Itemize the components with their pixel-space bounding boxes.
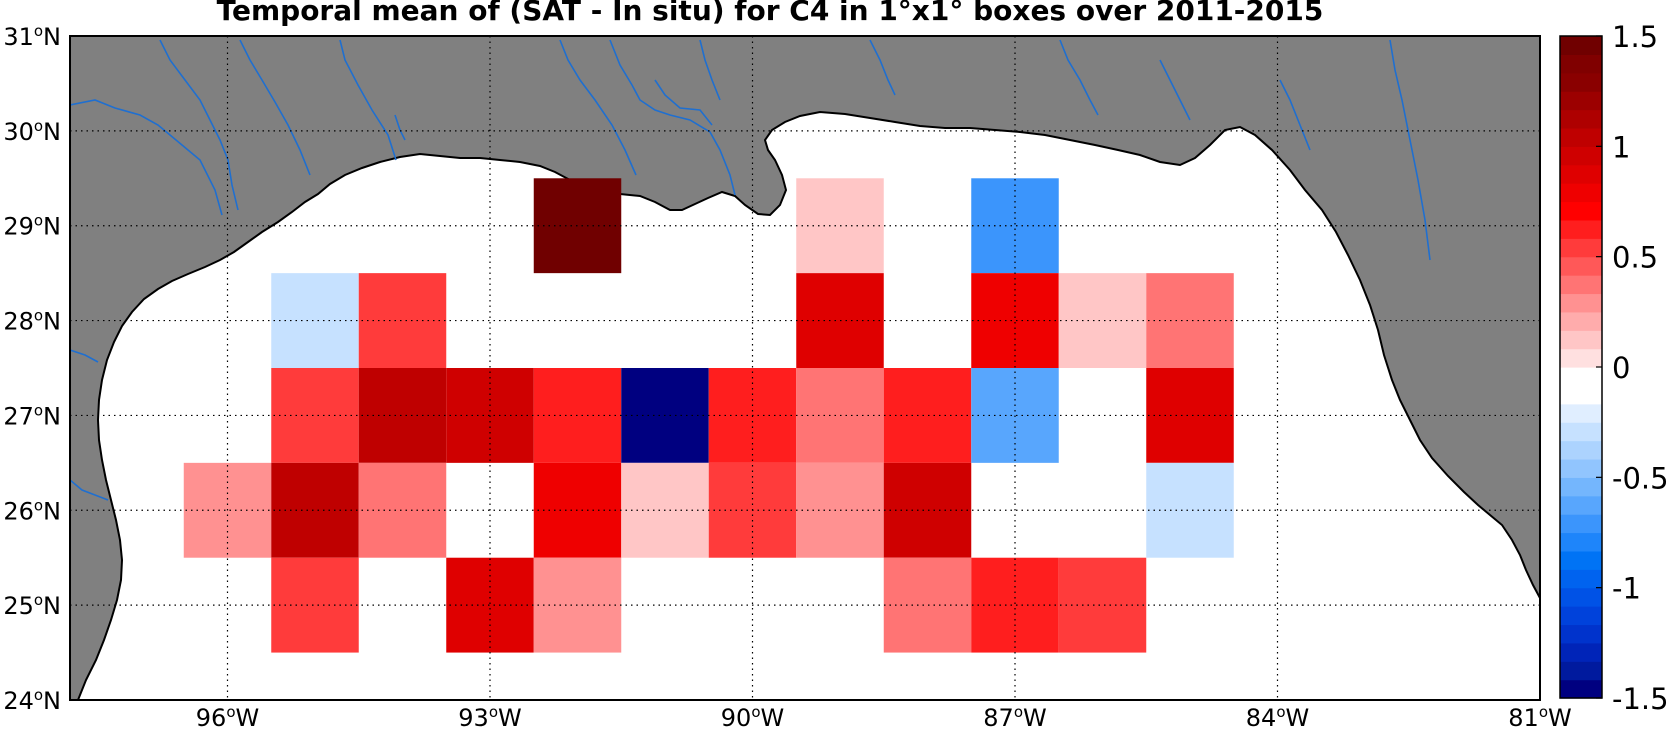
colorbar-swatch <box>1560 569 1602 589</box>
colorbar-swatch <box>1560 256 1602 276</box>
anomaly-cell <box>446 557 534 653</box>
colorbar-swatch <box>1560 127 1602 147</box>
latitude-label: 25oN <box>3 591 61 620</box>
longitude-label: 84oW <box>1246 703 1309 730</box>
colorbar-swatch <box>1560 514 1602 534</box>
colorbar-swatch <box>1560 440 1602 460</box>
latitude-label: 24oN <box>3 686 61 715</box>
colorbar-tick-label: 1 <box>1612 130 1630 164</box>
colorbar-swatch <box>1560 606 1602 626</box>
map-frame <box>69 35 1541 701</box>
graticule <box>70 36 1540 700</box>
colorbar-swatch <box>1560 164 1602 184</box>
colorbar-swatch <box>1560 311 1602 331</box>
colorbar-swatch <box>1560 146 1602 166</box>
latitude-labels: 31oN 30oN 29oN 28oN 27oN 26oN 25oN 24oN <box>3 22 61 715</box>
colorbar-swatch <box>1560 422 1602 442</box>
longitude-label: 96oW <box>196 703 259 730</box>
colorbar-tick-label: 0 <box>1612 351 1630 385</box>
colorbar-tick-label: -1 <box>1612 572 1641 606</box>
colorbar-swatch <box>1560 587 1602 607</box>
colorbar-swatch <box>1560 183 1602 203</box>
colorbar-swatch <box>1560 293 1602 313</box>
latitude-label: 31oN <box>3 22 61 51</box>
colorbar-swatch <box>1560 91 1602 111</box>
colorbar-swatch <box>1560 385 1602 405</box>
colorbar-swatch <box>1560 275 1602 295</box>
map-title: Temporal mean of (SAT - In situ) for C4 … <box>216 0 1324 27</box>
anomaly-cell <box>883 462 972 558</box>
anomaly-cell <box>1146 462 1234 558</box>
colorbar <box>1559 35 1603 699</box>
longitude-labels: 96oW 93oW 90oW 87oW 84oW 81oW <box>196 703 1572 730</box>
anomaly-cell <box>883 557 972 653</box>
colorbar-swatch <box>1560 201 1602 221</box>
colorbar-ticks: 1.5 1 0.5 0 -0.5 -1 -1.5 <box>1596 20 1669 716</box>
colorbar-swatch <box>1560 72 1602 92</box>
anomaly-cell <box>883 368 972 463</box>
colorbar-swatch <box>1560 642 1602 662</box>
colorbar-swatch <box>1560 532 1602 552</box>
colorbar-swatch <box>1560 679 1602 699</box>
anomaly-cell <box>1146 368 1234 463</box>
longitude-label: 93oW <box>458 703 521 730</box>
colorbar-swatch <box>1560 495 1602 515</box>
latitude-label: 27oN <box>3 401 61 430</box>
latitude-label: 29oN <box>3 212 61 241</box>
colorbar-tick-label: 1.5 <box>1612 20 1658 54</box>
colorbar-swatch <box>1560 550 1602 570</box>
colorbar-swatch <box>1560 624 1602 644</box>
colorbar-swatch <box>1560 367 1602 386</box>
colorbar-swatch <box>1560 238 1602 258</box>
colorbar-swatch <box>1560 36 1602 55</box>
colorbar-tick-label: -0.5 <box>1612 461 1669 495</box>
colorbar-swatch <box>1560 219 1602 239</box>
colorbar-swatch <box>1560 348 1602 368</box>
colorbar-swatch <box>1560 661 1602 681</box>
colorbar-swatch <box>1560 54 1602 74</box>
colorbar-swatch <box>1560 403 1602 423</box>
latitude-label: 30oN <box>3 117 61 146</box>
longitude-label: 81oW <box>1508 703 1571 730</box>
rivers <box>70 39 1431 501</box>
colorbar-swatch <box>1560 477 1602 497</box>
longitude-label: 87oW <box>983 703 1046 730</box>
colorbar-tick-label: 0.5 <box>1612 241 1658 275</box>
land-mass <box>70 36 1540 700</box>
latitude-label: 26oN <box>3 496 61 525</box>
colorbar-swatch <box>1560 330 1602 350</box>
colorbar-swatch <box>1560 109 1602 129</box>
colorbar-tick-label: -1.5 <box>1612 682 1669 716</box>
longitude-label: 90oW <box>721 703 784 730</box>
latitude-label: 28oN <box>3 307 61 336</box>
colorbar-swatch <box>1560 458 1602 478</box>
anomaly-cell <box>1146 273 1234 368</box>
